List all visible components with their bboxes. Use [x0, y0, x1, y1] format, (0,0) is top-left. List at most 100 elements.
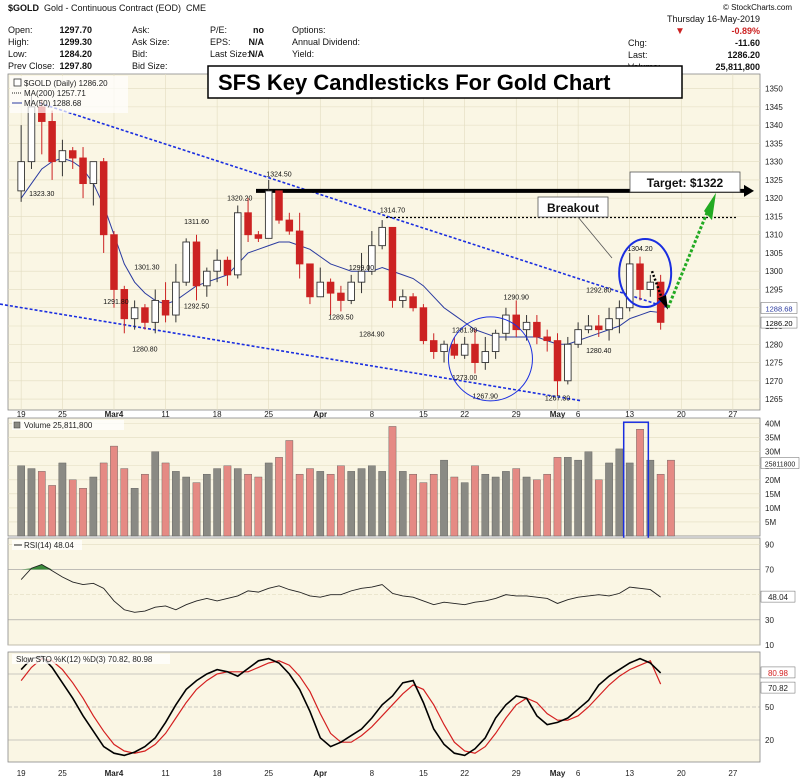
candle-up — [213, 259, 221, 272]
price-label: 1301.30 — [134, 264, 159, 271]
target-arrowhead — [744, 184, 754, 197]
breakout-box — [537, 196, 609, 218]
symbol-text: $GOLD — [8, 3, 40, 13]
candle-up — [440, 343, 448, 353]
candle-down — [223, 259, 232, 276]
volume-tick-label: 5M — [765, 518, 776, 527]
breakout-circle — [618, 238, 673, 309]
volume-bar — [347, 471, 356, 537]
price-label: 1280.80 — [132, 346, 157, 353]
chart-title: SFS Key Candlesticks For Gold Chart — [218, 70, 611, 95]
sto-k-line — [20, 655, 662, 757]
header-field-label: Yield: — [292, 49, 314, 59]
sto-d-value-bg — [760, 681, 796, 694]
candle-up — [27, 106, 36, 163]
candle-up — [574, 329, 582, 345]
volume-bar — [615, 448, 624, 537]
x-tick-label-bottom: 29 — [512, 769, 521, 778]
volume-tick-label: 30M — [765, 448, 781, 457]
candle-down — [285, 219, 294, 232]
candle-down — [636, 263, 644, 290]
price-tick-label: 1280 — [765, 340, 783, 349]
price-label: 1291.80 — [103, 299, 128, 306]
x-tick-label-top: Apr — [313, 410, 327, 419]
x-tick-label-top: 29 — [512, 410, 521, 419]
header-field-label: Bid Size: — [132, 61, 168, 71]
header-field-label: Ask: — [132, 25, 150, 35]
price-tick-label: 1330 — [765, 158, 783, 167]
volume-bar — [398, 471, 407, 537]
stochastics-panel: 205080Slow STO %K(12) %D(3) 70.82, 80.98… — [7, 651, 796, 763]
header-field-value: 25,811,800 — [715, 62, 760, 72]
volume-bar — [326, 473, 335, 537]
volume-bar — [388, 426, 397, 537]
change-pct: -0.89% — [731, 26, 760, 36]
volume-bar — [141, 473, 149, 537]
price-label: 1320.20 — [227, 195, 252, 202]
up-arrow-line — [666, 204, 712, 309]
x-tick-label-bottom: 19 — [17, 769, 26, 778]
sto-d-value-label: 70.82 — [768, 684, 789, 693]
volume-bar — [27, 468, 36, 537]
volume-bar — [192, 482, 201, 537]
legend-main: $GOLD (Daily) 1286.20 — [24, 79, 108, 88]
header-field-label: Ask Size: — [132, 37, 170, 47]
candle-down — [306, 263, 314, 298]
x-tick-label-top: 27 — [728, 410, 737, 419]
x-axis: 19 19 25 25 Mar4 Mar4 11 11 18 18 25 25 Apr Apr 8 8 15 15… — [17, 410, 738, 778]
candle-up — [182, 241, 190, 283]
candle-up — [58, 150, 67, 163]
price-label: 1267.30 — [545, 396, 570, 403]
volume-bar — [130, 488, 139, 537]
volume-bar — [533, 479, 541, 537]
candle-down — [244, 212, 252, 236]
rsi-tick-label: 70 — [765, 565, 774, 574]
price-label: 1290.90 — [504, 294, 529, 301]
volume-bar — [37, 471, 46, 537]
x-tick-label-top: 25 — [264, 410, 273, 419]
volume-bar — [306, 468, 314, 537]
volume-bar — [79, 488, 87, 537]
candle-up — [203, 270, 211, 287]
x-tick-label-bottom: 13 — [625, 769, 634, 778]
price-tick-label: 1265 — [765, 395, 783, 404]
volume-bar — [440, 459, 448, 537]
volume-bar — [522, 476, 531, 537]
volume-bar — [99, 462, 108, 537]
volume-bar — [491, 476, 500, 537]
rsi-overbought-fill — [21, 564, 53, 570]
volume-bar — [594, 479, 603, 537]
price-tick-label: 1305 — [765, 249, 783, 258]
candle-up — [151, 299, 159, 323]
header-field-value: 1297.70 — [59, 25, 92, 35]
rsi-tick-label: 30 — [765, 616, 774, 625]
rsi-legend: RSI(14) 48.04 — [24, 541, 74, 550]
volume-bar — [368, 465, 376, 537]
x-tick-label-top: 20 — [677, 410, 686, 419]
title-box — [207, 65, 683, 99]
date-text: Thursday 16-May-2019 — [667, 14, 760, 24]
candle-up — [481, 351, 490, 363]
volume-legend-icon — [13, 421, 21, 429]
volume-legend-bg — [12, 420, 124, 430]
candle-down — [120, 289, 129, 320]
volume-bar — [68, 479, 77, 537]
header-field-value: N/A — [249, 49, 265, 59]
price-label: 1284.90 — [359, 331, 384, 338]
header-field-value: 1297.80 — [59, 61, 92, 71]
volume-tick-label: 40M — [765, 420, 781, 429]
candle-up — [399, 296, 407, 301]
candle-up — [316, 281, 325, 298]
price-tick-label: 1315 — [765, 212, 783, 221]
volume-bar — [254, 476, 263, 537]
volume-bar — [316, 471, 325, 537]
price-label: 1324.50 — [266, 172, 291, 179]
price-label: 1311.60 — [184, 219, 209, 226]
candle-down — [192, 241, 201, 287]
volume-bar — [110, 445, 118, 537]
candle-down — [337, 292, 345, 301]
volume-bar — [429, 473, 438, 537]
x-tick-label-bottom: 25 — [58, 769, 67, 778]
x-tick-label-bottom: 25 — [264, 769, 273, 778]
header-field-label: P/E: — [210, 25, 227, 35]
